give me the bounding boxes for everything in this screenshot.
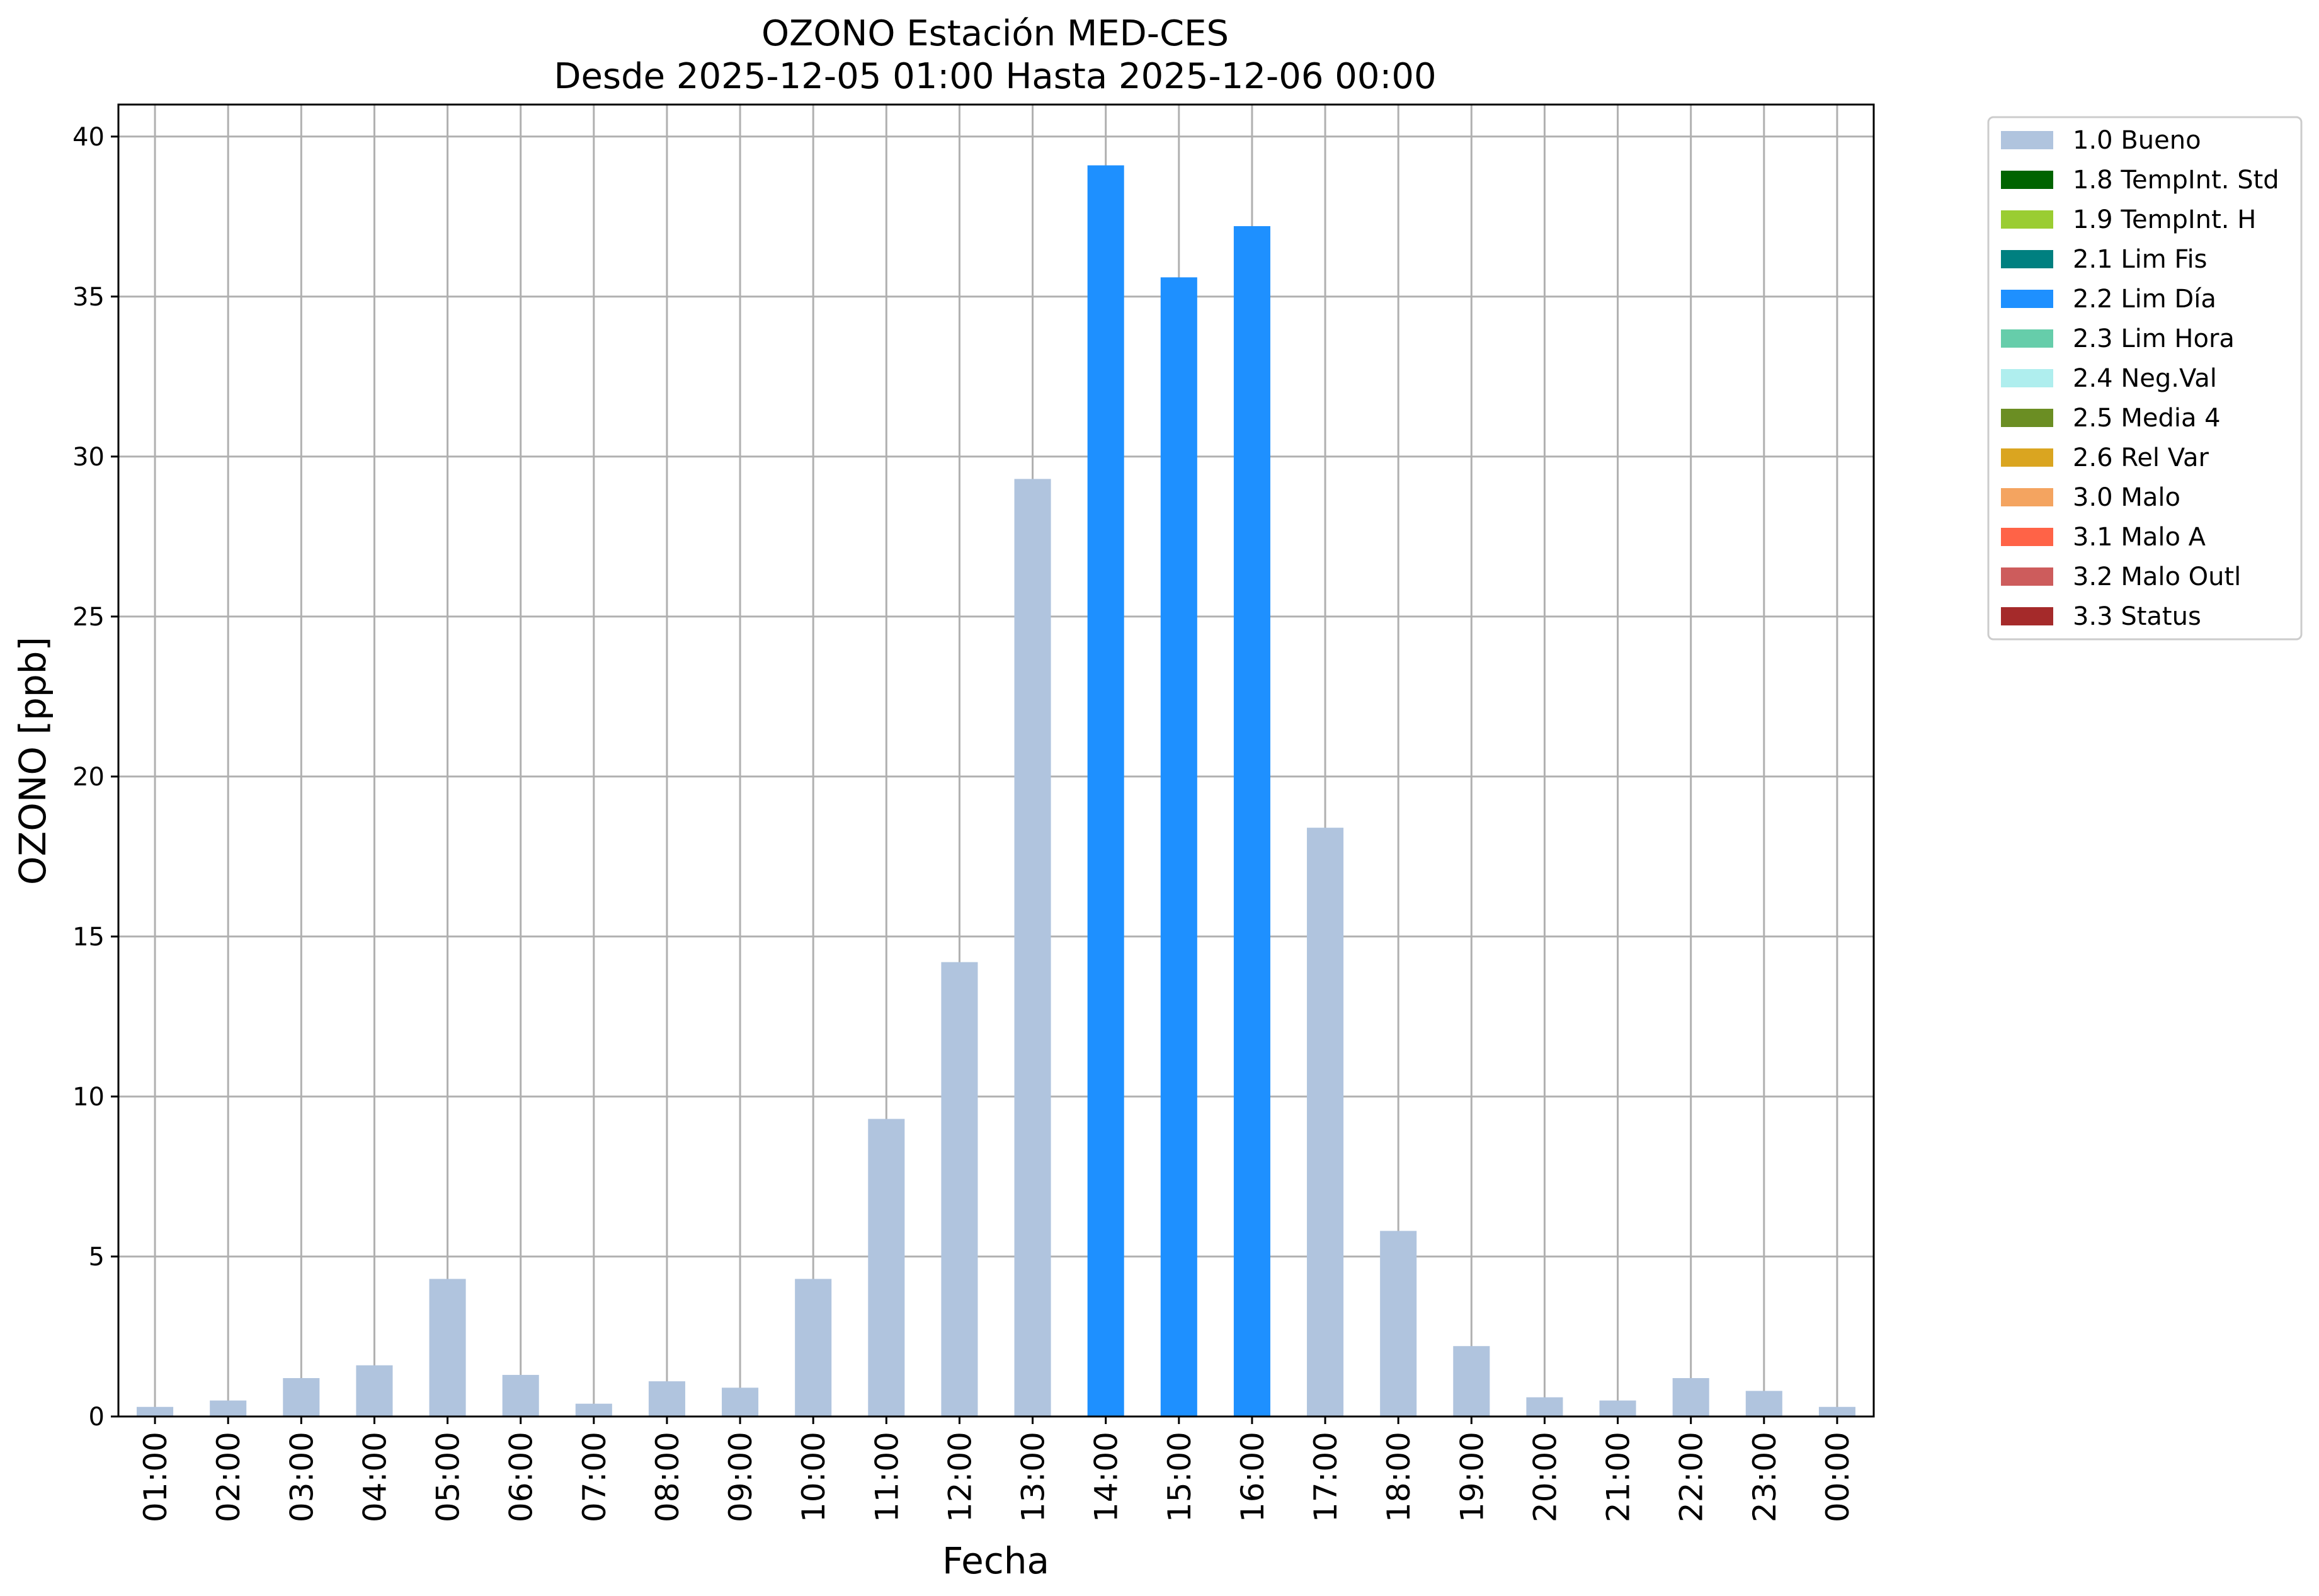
legend-entry-label: 2.1 Lim Fis <box>2073 245 2207 274</box>
legend-swatch <box>2001 329 2053 348</box>
x-tick-label: 07:00 <box>576 1432 613 1522</box>
y-tick-label: 25 <box>72 603 105 632</box>
legend-entry-label: 1.0 Bueno <box>2073 126 2201 155</box>
y-axis-ticks: 0 5 10 15 20 25 30 35 40 <box>72 123 118 1432</box>
legend-entry-label: 2.4 Neg.Val <box>2073 364 2217 393</box>
bar <box>1160 277 1197 1417</box>
y-tick-label: 0 <box>89 1403 105 1432</box>
legend-swatch <box>2001 210 2053 229</box>
y-tick-label: 5 <box>89 1243 105 1272</box>
chart-title-line2: Desde 2025-12-05 01:00 Hasta 2025-12-06 … <box>554 56 1436 97</box>
legend-swatch <box>2001 131 2053 149</box>
legend-entry-label: 2.6 Rel Var <box>2073 443 2209 472</box>
x-tick-label: 17:00 <box>1308 1432 1344 1522</box>
bar <box>1745 1391 1782 1416</box>
bar <box>1818 1406 1855 1416</box>
x-tick-label: 04:00 <box>356 1432 393 1522</box>
legend-swatch <box>2001 528 2053 546</box>
bar <box>1672 1378 1709 1416</box>
bar <box>502 1374 539 1416</box>
bar <box>210 1400 247 1416</box>
x-tick-label: 15:00 <box>1161 1432 1198 1522</box>
legend-swatch <box>2001 409 2053 427</box>
x-axis-label: Fecha <box>942 1539 1049 1582</box>
legend-swatch <box>2001 171 2053 189</box>
bar <box>575 1403 612 1416</box>
x-tick-label: 13:00 <box>1015 1432 1052 1522</box>
x-tick-label: 23:00 <box>1746 1432 1783 1522</box>
y-tick-label: 10 <box>72 1083 105 1112</box>
y-tick-label: 35 <box>72 283 105 312</box>
x-tick-label: 10:00 <box>795 1432 832 1522</box>
x-tick-label: 02:00 <box>210 1432 247 1522</box>
x-tick-label: 09:00 <box>722 1432 759 1522</box>
bar <box>1014 479 1051 1417</box>
legend-swatch <box>2001 448 2053 467</box>
legend-swatch <box>2001 369 2053 387</box>
x-tick-label: 12:00 <box>942 1432 978 1522</box>
y-axis-label: OZONO [ppb] <box>11 637 54 885</box>
x-tick-label: 20:00 <box>1527 1432 1563 1522</box>
bar <box>941 962 978 1416</box>
legend-entry-label: 3.0 Malo <box>2073 483 2180 512</box>
bar <box>137 1406 174 1416</box>
x-tick-label: 11:00 <box>869 1432 905 1522</box>
legend-swatch <box>2001 290 2053 308</box>
x-tick-label: 05:00 <box>430 1432 467 1522</box>
legend-swatch <box>2001 488 2053 506</box>
bar <box>868 1119 905 1416</box>
legend-entry-label: 3.3 Status <box>2073 602 2201 631</box>
legend-entry-label: 1.9 TempInt. H <box>2073 205 2256 234</box>
bar <box>722 1388 759 1416</box>
bar <box>356 1365 393 1416</box>
bar <box>429 1279 466 1416</box>
x-tick-label: 19:00 <box>1454 1432 1490 1522</box>
legend-entry-label: 2.5 Media 4 <box>2073 404 2221 433</box>
legend-swatch <box>2001 567 2053 586</box>
bar <box>1087 165 1124 1416</box>
chart-title-line1: OZONO Estación MED-CES <box>761 13 1229 54</box>
legend-entry-label: 1.8 TempInt. Std <box>2073 166 2279 195</box>
bar <box>1453 1346 1490 1416</box>
y-tick-label: 15 <box>72 923 105 952</box>
legend-entry-label: 2.3 Lim Hora <box>2073 324 2235 353</box>
bars <box>137 165 1855 1417</box>
x-tick-label: 03:00 <box>283 1432 320 1522</box>
legend: 1.0 Bueno 1.8 TempInt. Std 1.9 TempInt. H 2… <box>1987 116 2303 641</box>
legend-entry-label: 2.2 Lim Día <box>2073 285 2216 314</box>
legend-entry-label: 3.2 Malo Outl <box>2073 562 2241 591</box>
x-axis-ticks: 01:00 02:00 03:00 04:00 05:00 06:00 07:00 08:00… <box>137 1416 1856 1522</box>
legend-frame <box>1987 116 2303 641</box>
x-tick-label: 06:00 <box>503 1432 540 1522</box>
x-tick-label: 22:00 <box>1673 1432 1710 1522</box>
legend-swatch <box>2001 607 2053 625</box>
bar <box>1599 1400 1636 1416</box>
y-tick-label: 20 <box>72 763 105 792</box>
x-tick-label: 18:00 <box>1381 1432 1417 1522</box>
bar <box>283 1378 320 1416</box>
legend-swatch <box>2001 250 2053 268</box>
x-tick-label: 01:00 <box>137 1432 174 1522</box>
x-tick-label: 14:00 <box>1088 1432 1125 1522</box>
y-tick-label: 30 <box>72 443 105 472</box>
legend-entry-label: 3.1 Malo A <box>2073 523 2206 552</box>
plot-area-frame <box>117 103 1875 1418</box>
bar <box>1307 828 1344 1416</box>
x-tick-label: 08:00 <box>649 1432 686 1522</box>
bar <box>1380 1231 1417 1416</box>
x-tick-label: 16:00 <box>1234 1432 1271 1522</box>
bar <box>795 1279 832 1416</box>
bar <box>1526 1397 1563 1416</box>
x-tick-label: 00:00 <box>1820 1432 1856 1522</box>
y-tick-label: 40 <box>72 123 105 152</box>
x-tick-label: 21:00 <box>1600 1432 1637 1522</box>
bar <box>648 1381 685 1416</box>
bar <box>1233 226 1270 1416</box>
